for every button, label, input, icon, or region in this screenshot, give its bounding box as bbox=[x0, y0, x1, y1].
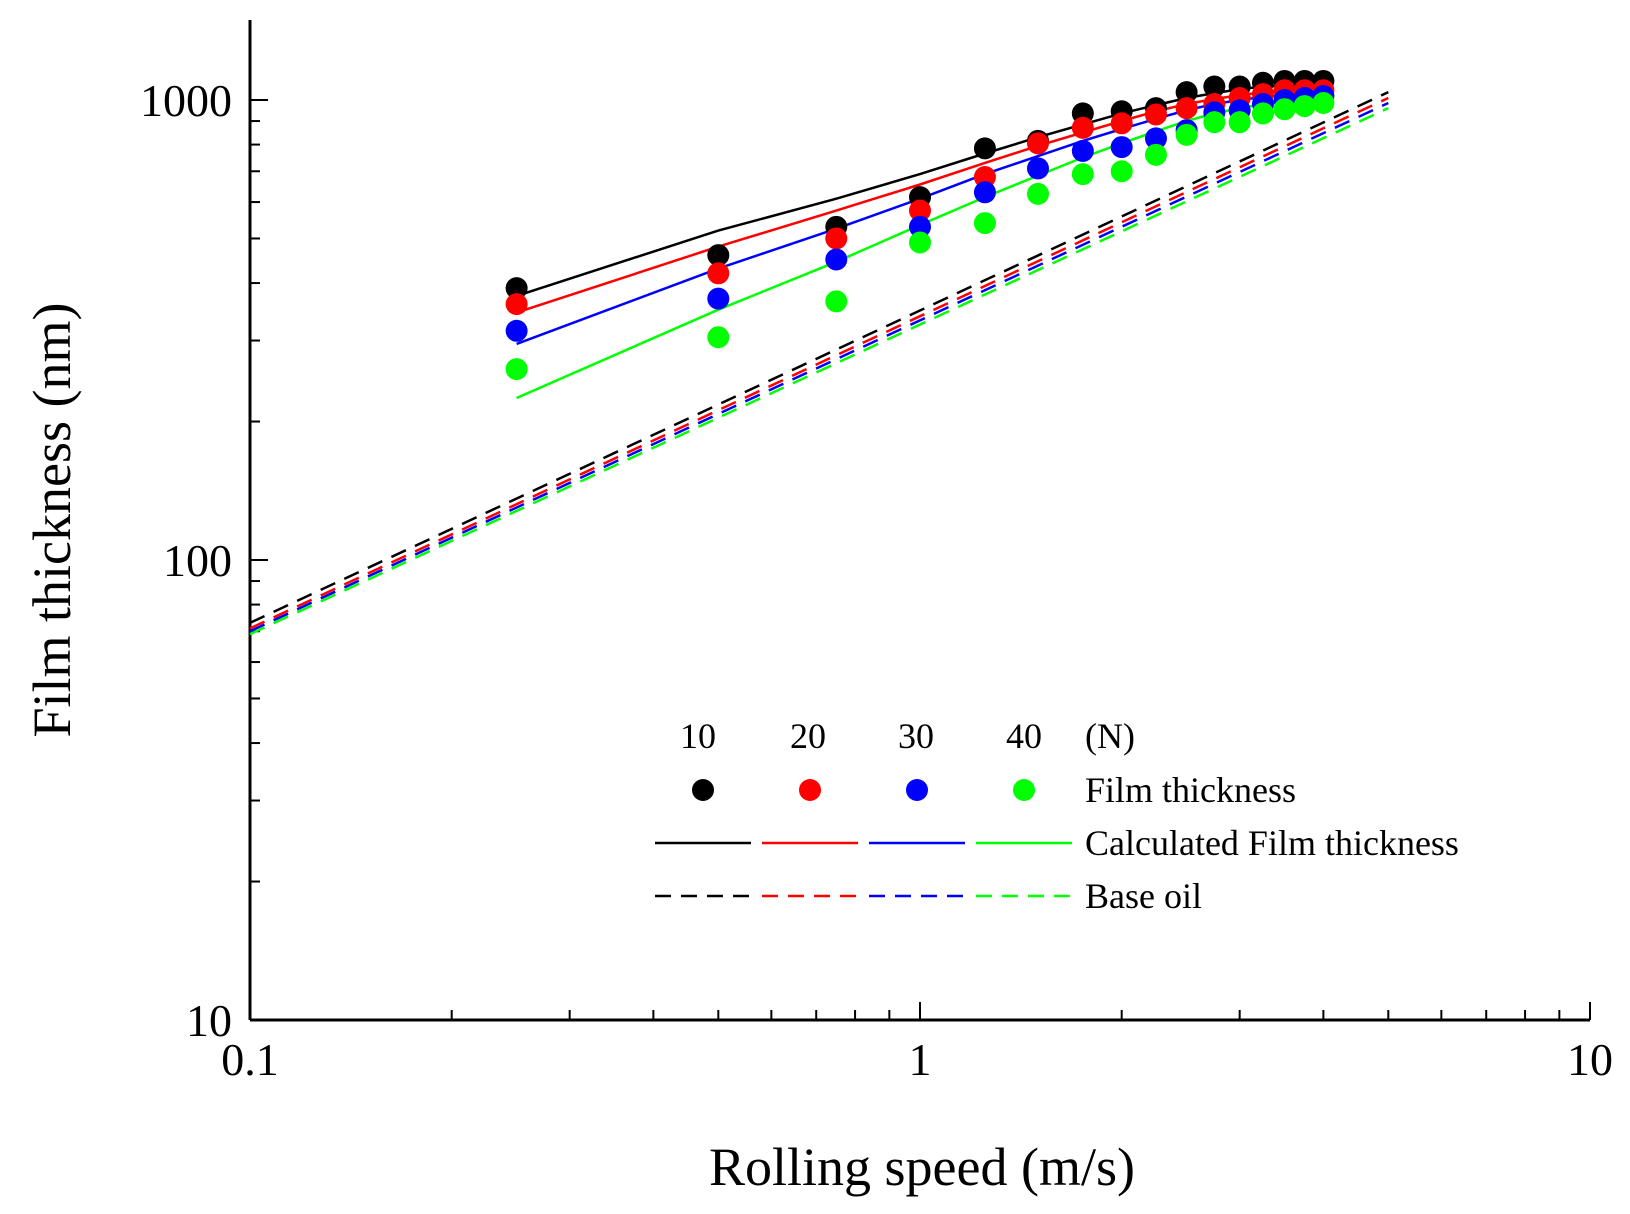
measured-point-40n bbox=[1203, 111, 1226, 134]
measured-point-40n bbox=[707, 326, 730, 349]
measured-point-20n bbox=[505, 293, 528, 316]
measured-point-10n bbox=[505, 277, 528, 300]
y-tick-label: 100 bbox=[163, 535, 232, 586]
x-axis-title: Rolling speed (m/s) bbox=[709, 1137, 1135, 1197]
legend-unit: (N) bbox=[1085, 716, 1135, 756]
legend-dot-10n bbox=[692, 779, 714, 801]
measured-point-30n bbox=[505, 319, 528, 342]
measured-point-20n bbox=[1110, 112, 1133, 135]
legend-calculated-label: Calculated Film thickness bbox=[1085, 823, 1459, 863]
base-oil-line-40n bbox=[249, 107, 1389, 636]
measured-points bbox=[505, 69, 1335, 381]
measured-point-40n bbox=[1251, 102, 1274, 125]
measured-point-40n bbox=[505, 358, 528, 381]
measured-point-30n bbox=[973, 181, 996, 204]
measured-point-40n bbox=[1026, 182, 1049, 205]
measured-point-40n bbox=[973, 212, 996, 235]
measured-point-40n bbox=[1228, 111, 1251, 134]
y-tick-label: 1000 bbox=[140, 75, 232, 126]
measured-point-10n bbox=[1203, 75, 1226, 98]
legend-dot-20n bbox=[799, 779, 821, 801]
x-tick-label: 0.1 bbox=[221, 1034, 279, 1085]
legend-load-20: 20 bbox=[790, 716, 826, 756]
legend-dot-40n bbox=[1013, 779, 1035, 801]
measured-point-40n bbox=[1273, 98, 1296, 121]
measured-point-20n bbox=[973, 166, 996, 189]
legend-marks bbox=[655, 779, 1072, 898]
y-axis-title: Film thickness (nm) bbox=[22, 303, 82, 738]
measured-point-30n bbox=[825, 248, 848, 271]
measured-point-40n bbox=[1110, 160, 1133, 183]
measured-point-20n bbox=[1144, 103, 1167, 126]
y-tick-label: 10 bbox=[186, 995, 232, 1046]
measured-point-20n bbox=[1175, 97, 1198, 120]
calculated-line-10n bbox=[516, 83, 1324, 298]
legend-load-10: 10 bbox=[680, 716, 716, 756]
measured-point-30n bbox=[1144, 127, 1167, 150]
measured-point-30n bbox=[707, 287, 730, 310]
measured-point-30n bbox=[1026, 157, 1049, 180]
legend-load-30: 30 bbox=[898, 716, 934, 756]
x-tick-label: 10 bbox=[1567, 1034, 1613, 1085]
measured-point-40n bbox=[1071, 163, 1094, 186]
legend-dot-30n bbox=[906, 779, 928, 801]
measured-point-10n bbox=[707, 244, 730, 267]
measured-point-40n bbox=[1144, 143, 1167, 166]
measured-point-30n bbox=[1071, 139, 1094, 162]
measured-point-10n bbox=[1175, 81, 1198, 104]
measured-point-20n bbox=[1026, 132, 1049, 155]
tick-labels: 0.1 1 10 10 100 1000 bbox=[140, 75, 1613, 1085]
measured-point-20n bbox=[825, 227, 848, 250]
measured-point-20n bbox=[1071, 116, 1094, 139]
measured-point-40n bbox=[1175, 123, 1198, 146]
legend-film-thickness-label: Film thickness bbox=[1085, 770, 1296, 810]
measured-point-30n bbox=[909, 215, 931, 238]
legend-base-oil-label: Base oil bbox=[1085, 876, 1202, 916]
measured-point-40n bbox=[825, 290, 848, 313]
axes-frame bbox=[248, 20, 1591, 1022]
legend: 10 20 30 40 (N) Film thickness Calculate… bbox=[655, 716, 1459, 916]
base-oil-line-20n bbox=[249, 96, 1389, 630]
legend-load-40: 40 bbox=[1006, 716, 1042, 756]
base-oil-lines bbox=[249, 91, 1389, 636]
x-tick-label: 1 bbox=[909, 1034, 932, 1085]
measured-point-20n bbox=[909, 199, 931, 222]
base-oil-line-10n bbox=[249, 91, 1389, 625]
measured-point-10n bbox=[973, 137, 996, 160]
base-oil-line-30n bbox=[249, 101, 1389, 633]
measured-point-30n bbox=[1110, 136, 1133, 159]
measured-point-40n bbox=[909, 231, 931, 254]
measured-point-40n bbox=[1312, 92, 1335, 115]
measured-point-20n bbox=[707, 262, 730, 285]
measured-point-40n bbox=[1293, 95, 1316, 118]
